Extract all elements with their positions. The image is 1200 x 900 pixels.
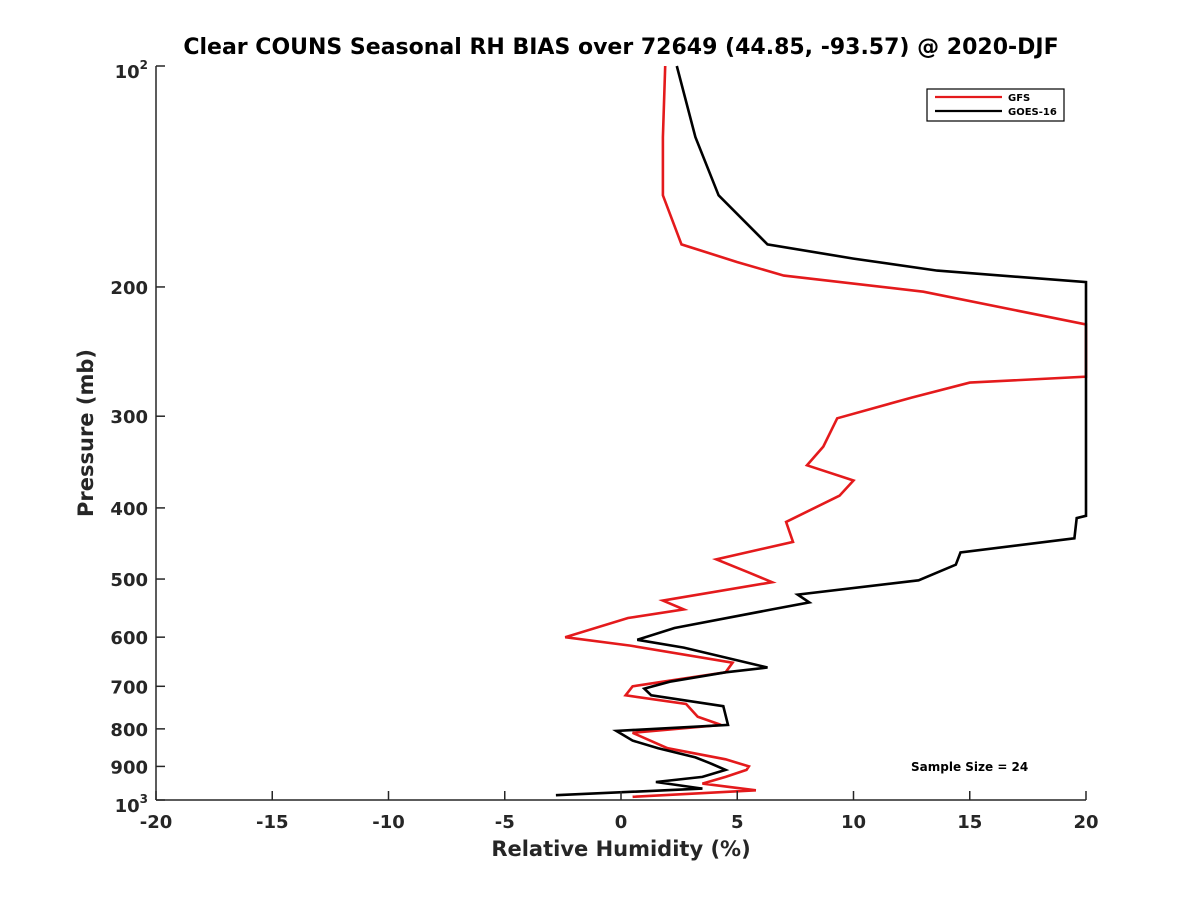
x-tick-label: 10 — [841, 812, 866, 833]
y-tick-label: 900 — [110, 757, 148, 778]
plot-area — [155, 65, 1088, 801]
y-tick-label: 600 — [110, 628, 148, 649]
y-tick-label: 800 — [110, 720, 148, 741]
x-tick-label: 5 — [731, 812, 744, 833]
sample-size-annotation: Sample Size = 24 — [911, 760, 1028, 774]
x-tick-label: -10 — [372, 812, 405, 833]
series-layer — [555, 65, 1088, 799]
x-tick-label: 20 — [1073, 812, 1098, 833]
y-tick-label: 700 — [110, 677, 148, 698]
y-tick-label: 500 — [110, 570, 148, 591]
x-ticks: -20 -15 -10 -5 0 5 10 15 20 — [140, 791, 1099, 833]
x-tick-label: -15 — [256, 812, 289, 833]
x-tick-label: 15 — [957, 812, 982, 833]
x-tick-label: 0 — [615, 812, 628, 833]
chart-title: Clear COUNS Seasonal RH BIAS over 72649 … — [183, 35, 1058, 60]
x-tick-label: -5 — [495, 812, 515, 833]
legend-label-goes-16: GOES-16 — [1008, 107, 1057, 118]
series-line-goes-16 — [555, 65, 1088, 797]
y-bottom-label: 103 — [115, 792, 148, 817]
legend-label-gfs: GFS — [1008, 93, 1030, 104]
plot-background — [156, 66, 1086, 800]
x-tick-label: -20 — [140, 812, 173, 833]
x-axis-label: Relative Humidity (%) — [491, 837, 750, 861]
legend: GFS GOES-16 — [926, 88, 1065, 122]
y-tick-label: 200 — [110, 278, 148, 299]
y-tick-label: 300 — [110, 407, 148, 428]
y-top-label: 102 — [115, 58, 148, 83]
y-ticks: 200 300 400 500 600 700 800 900 — [110, 65, 165, 801]
y-tick-label: 400 — [110, 499, 148, 520]
legend-box — [926, 88, 1065, 122]
y-axis-label: Pressure (mb) — [74, 349, 98, 517]
